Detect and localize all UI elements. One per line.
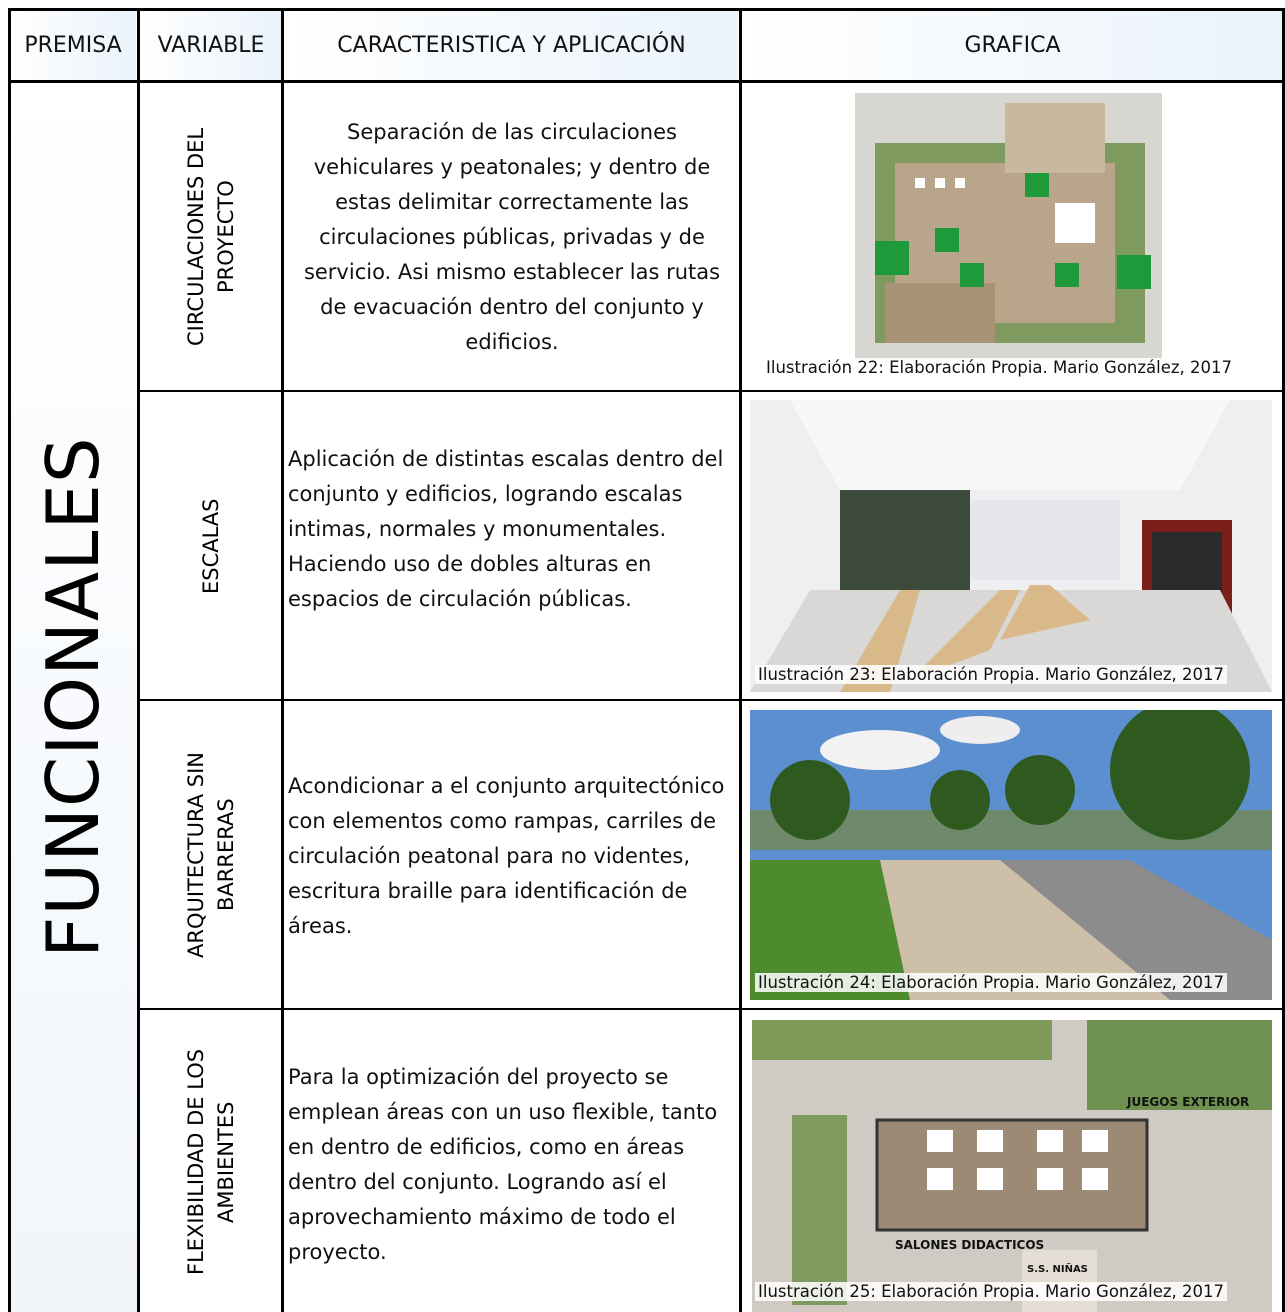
plan-image (855, 93, 1162, 360)
caption: Ilustración 22: Elaboración Propia. Mari… (763, 358, 1236, 377)
variable-line: CIRCULACIONES DEL (184, 127, 208, 347)
render-image (750, 400, 1272, 692)
description: Para la optimización del proyecto se emp… (288, 1065, 718, 1264)
premisa-bg (8, 82, 138, 1312)
plan-label: S.S. NIÑAS (1027, 1262, 1088, 1275)
header-cell: CARACTERISTICA Y APLICACIÓN (285, 10, 738, 80)
caption: Ilustración 24: Elaboración Propia. Mari… (755, 973, 1228, 992)
caption: Ilustración 23: Elaboración Propia. Mari… (755, 665, 1228, 684)
plan-label: JUEGOS EXTERIOR (1126, 1095, 1249, 1109)
border (8, 8, 11, 1312)
variable: ARQUITECTURA SIN BARRERAS (140, 702, 282, 1008)
border (1282, 8, 1285, 1312)
description: Separación de las circulaciones vehicula… (303, 120, 721, 354)
border (739, 8, 742, 1312)
variable: CIRCULACIONES DEL PROYECTO (140, 84, 282, 390)
header-cell: PREMISA (10, 10, 136, 80)
variable-line: AMBIENTES (214, 1101, 238, 1223)
border (281, 8, 284, 1312)
variable: FLEXIBILIDAD DE LOS AMBIENTES (140, 1012, 282, 1312)
header-cell: GRAFICA (742, 10, 1283, 80)
plan-image: JUEGOS EXTERIOR SALONES DIDACTICOS S.S. … (752, 1020, 1272, 1312)
description: Aplicación de distintas escalas dentro d… (288, 447, 724, 611)
caption: Ilustración 25: Elaboración Propia. Mari… (755, 1282, 1228, 1301)
variable-line: FLEXIBILIDAD DE LOS (184, 1048, 208, 1276)
header-cell: VARIABLE (141, 10, 281, 80)
render-image (750, 710, 1272, 1000)
border (8, 80, 1285, 83)
premisa-text: FUNCIONALES (31, 436, 115, 958)
premisa-label: FUNCIONALES (8, 82, 138, 1312)
variable-line: PROYECTO (214, 180, 238, 294)
variable-line: ESCALAS (199, 498, 223, 594)
border (8, 8, 1285, 11)
border (138, 1008, 1285, 1010)
border (137, 8, 140, 1312)
variable: ESCALAS (140, 394, 282, 698)
border (138, 390, 1285, 392)
border (138, 699, 1285, 701)
variable-line: ARQUITECTURA SIN (184, 751, 208, 959)
description: Acondicionar a el conjunto arquitectónic… (288, 774, 725, 938)
plan-label: SALONES DIDACTICOS (895, 1238, 1044, 1252)
variable-line: BARRERAS (214, 798, 238, 912)
